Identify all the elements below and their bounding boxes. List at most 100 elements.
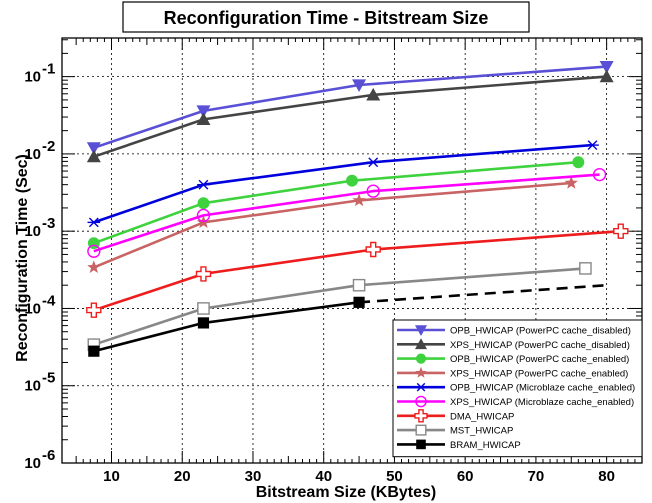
marker-shape <box>415 395 427 408</box>
data-point <box>365 241 381 258</box>
y-tick-exponent: -5 <box>42 370 55 387</box>
data-point <box>352 193 366 207</box>
series-2 <box>87 156 585 250</box>
marker-shape <box>86 149 101 163</box>
data-point <box>599 69 614 83</box>
marker-shape <box>87 244 101 258</box>
y-tick-exponent: -3 <box>42 215 55 232</box>
marker-shape <box>197 302 210 315</box>
data-point <box>346 174 358 187</box>
data-point <box>366 157 380 168</box>
data-point <box>196 208 211 223</box>
data-point <box>572 156 585 169</box>
marker-stroke <box>198 179 209 190</box>
y-tick-exponent: -6 <box>42 447 55 464</box>
marker-shape <box>352 278 366 292</box>
series-line <box>93 75 607 158</box>
marker-shape <box>86 302 102 318</box>
data-point <box>586 140 599 151</box>
marker-shape <box>599 60 614 74</box>
legend-entry: XPS_HWICAP (Microblaze cache_enabled) <box>397 395 634 408</box>
marker-shape <box>415 353 427 364</box>
data-point <box>197 302 210 315</box>
legend-label: XPS_HWICAP (PowerPC cache_disabled) <box>450 340 630 351</box>
marker-shape <box>572 156 585 169</box>
x-tick-label: 60 <box>457 468 474 485</box>
series-line-dashed <box>358 283 607 304</box>
marker-shape <box>352 79 367 92</box>
chart-title: Reconfiguration Time - Bitstream Size <box>164 8 489 28</box>
x-tick-label: 20 <box>174 468 191 485</box>
x-axis-label: Bitstream Size (KBytes) <box>256 484 437 501</box>
legend-label: XPS_HWICAP (Microblaze cache_enabled) <box>450 397 634 408</box>
marker-shape <box>592 167 607 182</box>
legend-label: BRAM_HWICAP <box>450 440 521 451</box>
series-0 <box>86 60 614 155</box>
legend-label: OPB_HWICAP (PowerPC cache_disabled) <box>450 326 631 337</box>
legend-entry: MST_HWICAP <box>397 424 513 437</box>
data-point <box>592 167 607 182</box>
y-tick-label: 10 <box>24 223 41 240</box>
y-tick-label: 10 <box>24 378 41 395</box>
data-point <box>366 184 380 198</box>
series-line <box>93 267 586 346</box>
marker-shape <box>88 345 100 357</box>
data-point <box>579 262 592 275</box>
x-tick-label: 10 <box>103 468 120 485</box>
marker-shape <box>415 338 427 350</box>
data-point <box>86 142 101 155</box>
legend-entry: XPS_HWICAP (PowerPC cache_enabled) <box>397 366 628 379</box>
data-point <box>87 260 101 273</box>
marker-shape <box>197 317 210 329</box>
legend-marker <box>415 353 427 364</box>
data-point <box>86 149 101 163</box>
legend-marker <box>415 366 427 378</box>
data-point <box>195 266 212 282</box>
marker-shape <box>365 241 381 258</box>
data-point <box>196 112 211 125</box>
marker-stroke <box>368 157 379 168</box>
data-point <box>88 345 100 357</box>
data-point <box>87 217 101 228</box>
series-line <box>93 143 593 224</box>
y-tick-label: 10 <box>24 146 41 163</box>
marker-stroke <box>587 140 598 151</box>
series-8 <box>88 283 607 357</box>
y-tick-exponent: -2 <box>42 138 55 155</box>
legend-label: OPB_HWICAP (Microblaze cache_enabled) <box>450 383 635 394</box>
series-line <box>93 173 600 253</box>
marker-shape <box>195 266 212 282</box>
data-point <box>353 296 365 308</box>
marker-shape <box>613 223 629 239</box>
legend-label: OPB_HWICAP (PowerPC cache_enabled) <box>450 354 629 365</box>
data-point <box>86 302 102 318</box>
series-line <box>93 229 621 312</box>
legend-marker <box>415 424 427 436</box>
legend-marker <box>415 382 427 392</box>
data-point <box>87 244 101 258</box>
legend: OPB_HWICAP (PowerPC cache_disabled) XPS_H… <box>392 319 643 458</box>
data-point <box>352 278 366 292</box>
data-point <box>197 317 210 329</box>
marker-shape <box>579 262 592 275</box>
data-point <box>196 105 211 118</box>
legend-marker <box>416 439 426 450</box>
data-point <box>352 79 367 92</box>
legend-entry: OPB_HWICAP (PowerPC cache_disabled) <box>397 325 631 337</box>
title-frame <box>122 1 530 33</box>
marker-shape <box>196 112 211 125</box>
marker-stroke <box>88 217 99 228</box>
data-point <box>197 179 210 190</box>
x-tick-label: 80 <box>598 468 615 485</box>
series-1 <box>86 69 614 163</box>
y-tick-exponent: -4 <box>42 292 56 309</box>
y-tick-exponent: -1 <box>42 61 55 78</box>
marker-shape <box>196 105 211 118</box>
data-point <box>613 223 629 239</box>
legend-label: MST_HWICAP <box>450 426 513 437</box>
marker-shape <box>415 325 427 336</box>
series-layer <box>86 60 629 357</box>
marker-shape <box>86 142 101 155</box>
legend-label: DMA_HWICAP <box>450 411 514 422</box>
